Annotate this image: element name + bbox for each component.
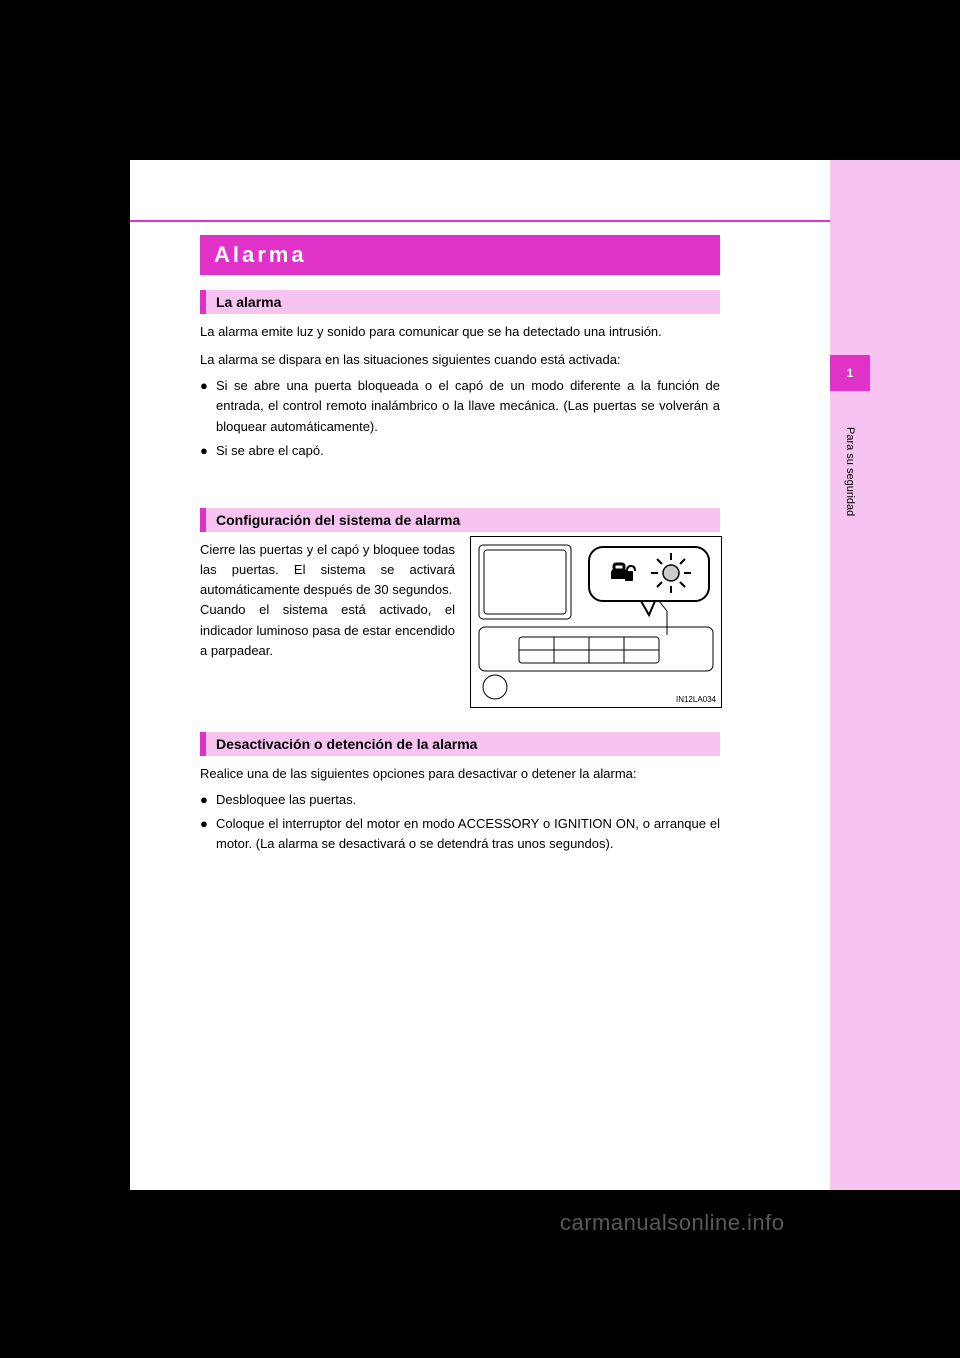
section-body-config: Cierre las puertas y el capó y bloquee t… — [200, 540, 455, 661]
bullet-icon: ● — [200, 441, 216, 461]
chapter-tab: 1 — [830, 355, 870, 391]
watermark: carmanualsonline.info — [560, 1210, 785, 1236]
bullet-icon: ● — [200, 814, 216, 854]
sidebar — [830, 160, 960, 1190]
deactivate-lead: Realice una de las siguientes opciones p… — [200, 764, 720, 784]
bullet-icon: ● — [200, 790, 216, 810]
list-item: ● Si se abre una puerta bloqueada o el c… — [200, 376, 720, 436]
car-lock-icon — [611, 564, 635, 581]
list-item: ● Desbloquee las puertas. — [200, 790, 720, 810]
bullet-text: Si se abre una puerta bloqueada o el cap… — [216, 376, 720, 436]
figure-caption: IN12LA034 — [676, 695, 716, 704]
dashboard-illustration — [471, 537, 721, 707]
bullet-text: Si se abre el capó. — [216, 441, 720, 461]
manual-page: Alarma La alarma La alarma emite luz y s… — [130, 160, 830, 1190]
bullet-text: Coloque el interruptor del motor en modo… — [216, 814, 720, 854]
chapter-label: Para su seguridad — [830, 402, 870, 542]
bullet-icon: ● — [200, 376, 216, 436]
list-item: ● Si se abre el capó. — [200, 441, 720, 461]
indicator-callout — [589, 547, 709, 615]
header-divider — [130, 220, 830, 222]
bullet-text: Desbloquee las puertas. — [216, 790, 720, 810]
section-heading-config: Configuración del sistema de alarma — [200, 508, 720, 532]
section-body-deactivate: Realice una de las siguientes opciones p… — [200, 764, 720, 859]
list-item: ● Coloque el interruptor del motor en mo… — [200, 814, 720, 854]
alarm-intro: La alarma emite luz y sonido para comuni… — [200, 322, 720, 342]
alarm-trigger-lead: La alarma se dispara en las situaciones … — [200, 350, 720, 370]
dashboard-figure: IN12LA034 — [470, 536, 722, 708]
section-heading-alarm: La alarma — [200, 290, 720, 314]
section-body-alarm: La alarma emite luz y sonido para comuni… — [200, 322, 720, 465]
section-heading-deactivate: Desactivación o detención de la alarma — [200, 732, 720, 756]
flash-indicator-icon — [651, 553, 691, 593]
page-title: Alarma — [200, 235, 720, 275]
